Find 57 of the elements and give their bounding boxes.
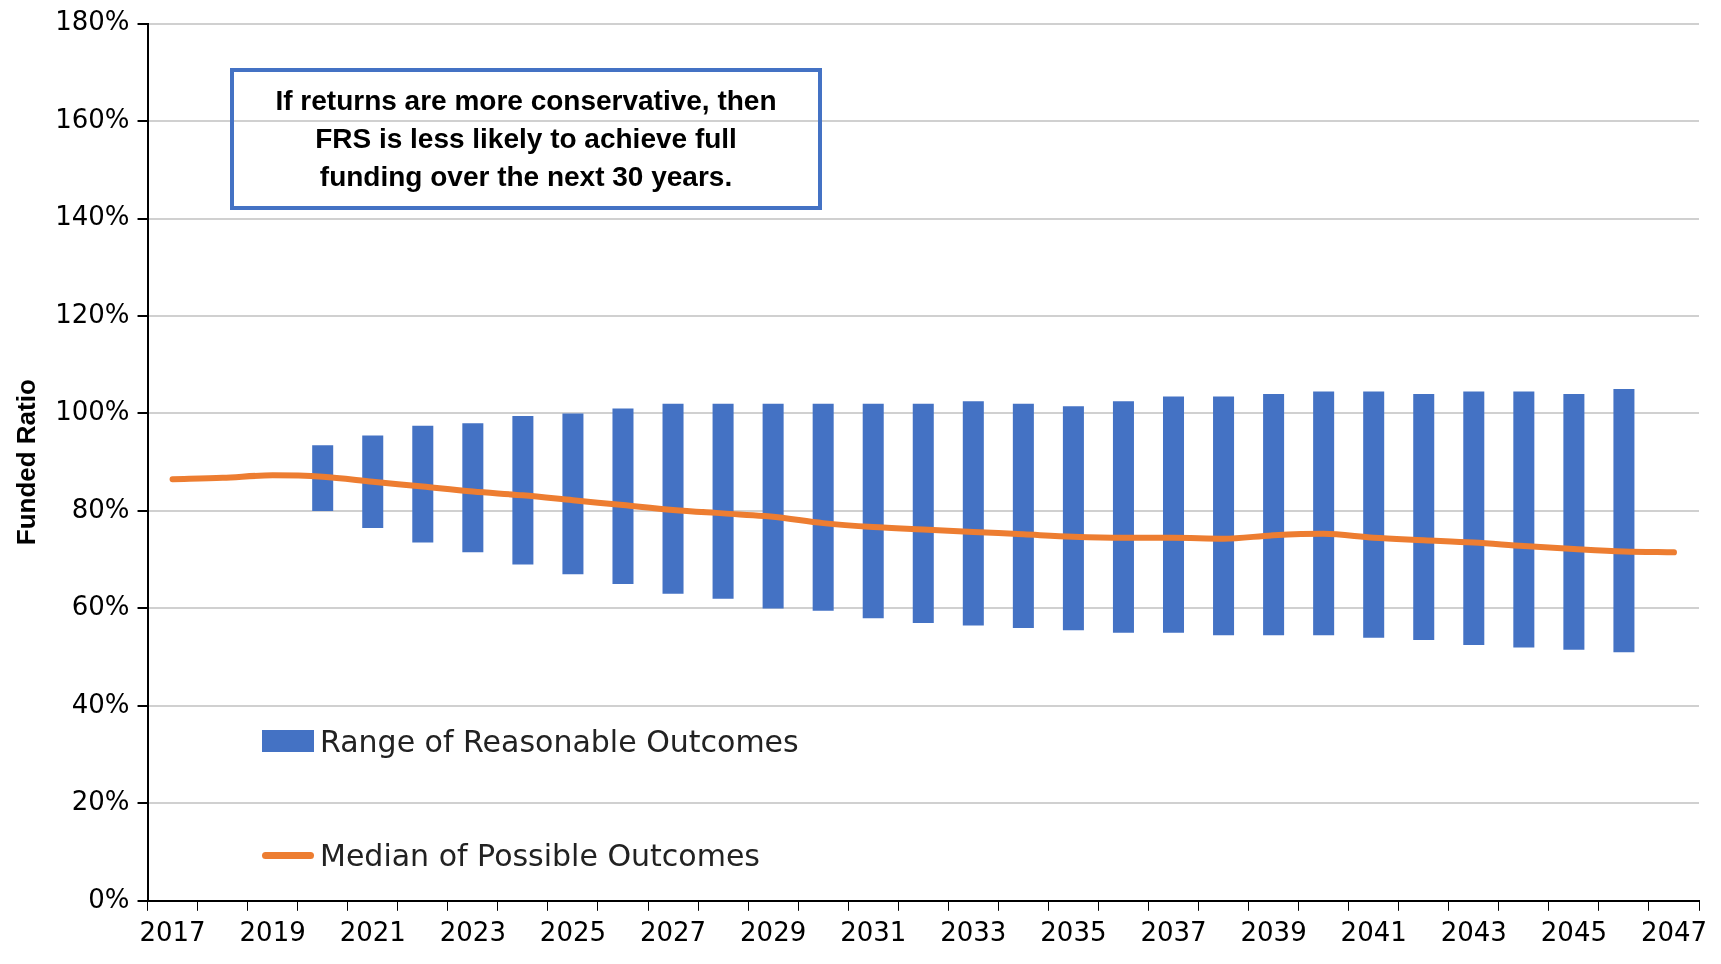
bar [662, 403, 684, 594]
y-tick-label: 100% [55, 396, 130, 427]
x-tick-label: 2021 [339, 917, 406, 948]
y-tick-label: 180% [55, 6, 130, 37]
y-tick-label: 80% [71, 493, 130, 524]
bar [1413, 393, 1435, 641]
x-tick-label: 2043 [1440, 917, 1507, 948]
bar [912, 403, 934, 624]
bar [362, 435, 384, 528]
y-tick-label: 140% [55, 201, 130, 232]
bar [562, 413, 584, 575]
y-tick-label: 0% [88, 883, 130, 914]
x-tick-label: 2045 [1540, 917, 1607, 948]
bar [862, 403, 884, 619]
y-tick-label: 20% [71, 786, 130, 817]
y-tick-label: 60% [71, 591, 130, 622]
legend-label: Median of Possible Outcomes [320, 837, 760, 873]
bar [1363, 391, 1385, 638]
x-tick-label: 2023 [439, 917, 506, 948]
bar [712, 403, 734, 599]
bar [1112, 401, 1134, 633]
x-tick-label: 2027 [639, 917, 707, 948]
bar [1613, 389, 1635, 653]
bar [762, 403, 784, 609]
legend-label: Range of Reasonable Outcomes [320, 723, 799, 759]
bar [1263, 393, 1285, 636]
y-tick-label: 120% [55, 298, 130, 329]
bar [1563, 393, 1585, 650]
bar [1213, 396, 1235, 636]
x-tick-label: 2047 [1640, 917, 1708, 948]
bar [962, 401, 984, 626]
x-tick-label: 2041 [1340, 917, 1407, 948]
bar [1513, 391, 1535, 648]
x-tick-label: 2019 [239, 917, 306, 948]
bar [312, 445, 334, 511]
x-tick-label: 2031 [840, 917, 907, 948]
bar [1313, 391, 1335, 636]
bar [1162, 396, 1185, 633]
x-tick-label: 2017 [139, 917, 206, 948]
x-tick-label: 2033 [940, 917, 1007, 948]
x-tick-label: 2025 [539, 917, 607, 948]
text-box: If returns are more conservative, then FRS is less likely to achieve full funding over the next 30 years. [230, 68, 822, 210]
y-tick-label: 160% [55, 103, 130, 134]
bar [1463, 391, 1485, 645]
bar [612, 408, 634, 585]
bar [412, 425, 434, 543]
x-tick-label: 2029 [740, 917, 807, 948]
y-axis-title: Funded Ratio [10, 379, 41, 546]
bar [1012, 403, 1034, 628]
bar [462, 423, 484, 553]
x-tick-label: 2039 [1240, 917, 1307, 948]
y-tick-label: 40% [71, 688, 130, 719]
x-tick-label: 2035 [1040, 917, 1107, 948]
bar [812, 403, 834, 611]
x-tick-label: 2037 [1140, 917, 1207, 948]
bar [512, 415, 534, 565]
bar [1062, 406, 1084, 631]
